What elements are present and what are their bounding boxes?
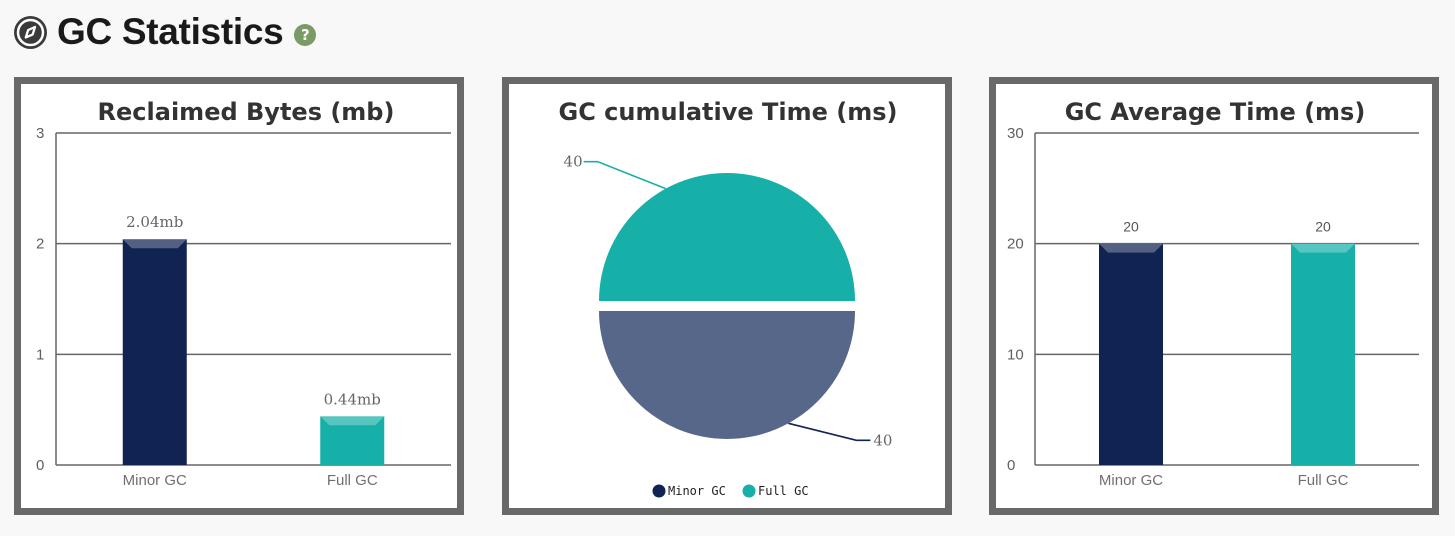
data-label: 2.04mb bbox=[126, 213, 183, 231]
bar-full-gc bbox=[320, 416, 385, 465]
gc-cumulative-time-chart: GC cumulative Time (ms) 40 40 Minor GC Full… bbox=[559, 98, 898, 498]
y-tick-label: 20 bbox=[1007, 236, 1024, 253]
page-header: GC Statistics ? bbox=[14, 10, 317, 54]
label-connector bbox=[583, 160, 666, 190]
legend-label: Full GC bbox=[758, 484, 809, 498]
data-label: 20 bbox=[1123, 219, 1139, 235]
bar-full-gc bbox=[1291, 243, 1355, 465]
x-tick-label: Full GC bbox=[327, 472, 378, 489]
data-label: 40 bbox=[873, 431, 892, 449]
chart-title: GC Average Time (ms) bbox=[1065, 98, 1366, 126]
legend-marker bbox=[742, 484, 756, 498]
y-tick-label: 2 bbox=[36, 236, 44, 253]
y-tick-label: 10 bbox=[1007, 346, 1024, 363]
x-tick-label: Full GC bbox=[1298, 472, 1349, 489]
legend-label: Minor GC bbox=[668, 484, 726, 498]
gc-average-time-chart: GC Average Time (ms) 0 10 20 30 20 Minor GC 20… bbox=[1007, 98, 1419, 489]
bar-highlight bbox=[122, 239, 187, 249]
legend-item-minor-gc[interactable]: Minor GC bbox=[652, 484, 726, 498]
reclaimed-bytes-panel: Reclaimed Bytes (mb) 0 1 2 3 2.04mb Minor GC 0… bbox=[14, 77, 464, 515]
chart-title: GC cumulative Time (ms) bbox=[559, 98, 898, 126]
y-tick-label: 30 bbox=[1007, 125, 1024, 142]
page-title: GC Statistics bbox=[57, 11, 284, 52]
data-label: 20 bbox=[1315, 219, 1331, 235]
legend-marker bbox=[652, 484, 666, 498]
slice-full-gc bbox=[599, 173, 855, 301]
bar-highlight bbox=[320, 416, 385, 426]
bar-highlight bbox=[1291, 243, 1355, 253]
bar-minor-gc bbox=[1099, 243, 1163, 465]
data-label: 0.44mb bbox=[324, 390, 381, 408]
x-tick-label: Minor GC bbox=[123, 472, 187, 489]
y-tick-label: 1 bbox=[36, 346, 44, 363]
label-connector bbox=[788, 422, 871, 442]
y-tick-label: 3 bbox=[36, 125, 44, 142]
slice-minor-gc bbox=[599, 311, 855, 439]
y-tick-label: 0 bbox=[1007, 457, 1015, 474]
bar-minor-gc bbox=[122, 239, 187, 465]
legend-item-full-gc[interactable]: Full GC bbox=[742, 484, 809, 498]
compass-icon bbox=[14, 15, 47, 49]
x-tick-label: Minor GC bbox=[1099, 472, 1163, 489]
reclaimed-bytes-chart: Reclaimed Bytes (mb) 0 1 2 3 2.04mb Minor GC 0… bbox=[36, 98, 451, 489]
y-tick-label: 0 bbox=[36, 457, 44, 474]
bar-highlight bbox=[1099, 243, 1163, 253]
question-mark-icon[interactable]: ? bbox=[294, 24, 317, 46]
data-label: 40 bbox=[564, 153, 583, 171]
gc-cumulative-time-panel: GC cumulative Time (ms) 40 40 Minor GC Full… bbox=[502, 77, 952, 515]
gc-average-time-panel: GC Average Time (ms) 0 10 20 30 20 Minor GC 20… bbox=[989, 77, 1439, 515]
chart-title: Reclaimed Bytes (mb) bbox=[98, 98, 395, 126]
